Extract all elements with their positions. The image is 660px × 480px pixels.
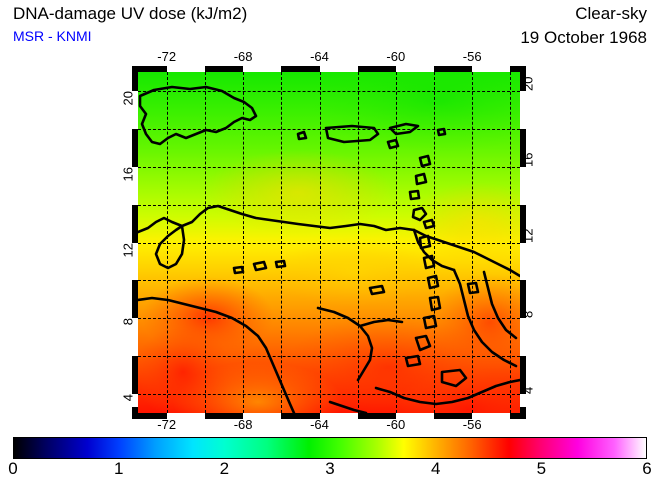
uv-dose-heatmap-field [138, 72, 520, 413]
coastline-layer [138, 85, 520, 413]
colorbar-tick-2: 2 [219, 459, 230, 478]
sky-condition-label: Clear-sky [575, 4, 647, 23]
map-frame-right [520, 66, 526, 419]
colorbar-tick-3: 3 [325, 459, 335, 478]
map-frame-bottom [132, 413, 526, 419]
ytick-right-0: 20 [520, 76, 536, 91]
ytick-left-3: 8 [120, 318, 136, 326]
colorbar-tick-labels: 0 1 2 3 4 5 6 [8, 459, 651, 480]
ytick-left-1: 16 [120, 166, 136, 182]
xtick-bottom-4: -56 [462, 417, 482, 432]
heatmap-svg [138, 72, 520, 413]
xtick-top-2: -64 [310, 49, 329, 64]
xtick-bottom-3: -60 [386, 417, 406, 432]
colorbar [13, 437, 647, 459]
xtick-bottom-2: -64 [310, 417, 329, 432]
xtick-bottom-0: -72 [157, 417, 177, 432]
xtick-top-4: -56 [462, 49, 482, 64]
ytick-left-4: 4 [120, 394, 136, 402]
map-frame-left [132, 66, 138, 419]
xtick-top-0: -72 [157, 49, 177, 64]
page-title: DNA-damage UV dose (kJ/m2) [13, 4, 248, 23]
uv-dose-map: -72 -68 -64 -60 -56 -72 -68 -64 -60 -56 … [121, 49, 536, 432]
colorbar-tick-5: 5 [536, 459, 547, 478]
data-source-label: MSR - KNMI [13, 28, 92, 44]
map-frame-top [132, 66, 526, 72]
date-label: 19 October 1968 [520, 28, 647, 47]
ytick-right-2: 12 [520, 228, 536, 243]
colorbar-tick-1: 1 [113, 459, 124, 478]
xtick-top-1: -68 [233, 49, 253, 64]
colorbar-tick-4: 4 [430, 459, 441, 478]
xtick-bottom-1: -68 [233, 417, 253, 432]
ytick-right-1: 16 [520, 152, 536, 167]
ytick-right-3: 8 [520, 311, 536, 319]
ytick-left-0: 20 [120, 90, 136, 106]
colorbar-tick-0: 0 [8, 459, 18, 478]
ytick-left-2: 12 [120, 242, 136, 257]
xtick-top-3: -60 [386, 49, 406, 64]
colorbar-gradient [13, 437, 647, 459]
colorbar-tick-6: 6 [642, 459, 652, 478]
ytick-right-4: 4 [520, 386, 536, 395]
